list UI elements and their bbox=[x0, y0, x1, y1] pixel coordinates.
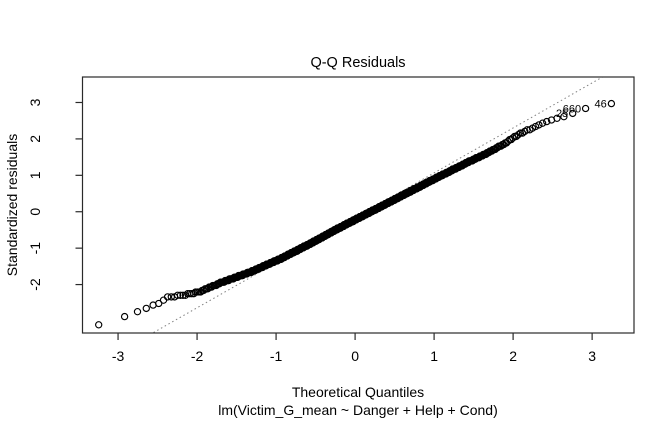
data-point bbox=[560, 113, 568, 121]
data-point bbox=[155, 299, 163, 308]
data-point bbox=[142, 304, 150, 313]
model-formula-subtitle: lm(Victim_G_mean ~ Danger + Help + Cond) bbox=[218, 402, 497, 418]
data-point bbox=[535, 121, 543, 129]
x-tick-label: 3 bbox=[588, 348, 596, 364]
data-point bbox=[179, 291, 187, 299]
data-point bbox=[163, 293, 172, 301]
outlier-label-46: 46 bbox=[595, 98, 607, 110]
data-point bbox=[159, 296, 168, 304]
data-point bbox=[176, 291, 185, 299]
y-axis: -2 -1 0 1 2 3 bbox=[27, 98, 83, 291]
y-tick-label: 1 bbox=[27, 171, 43, 179]
data-point bbox=[569, 109, 577, 118]
x-tick-label: -3 bbox=[112, 348, 125, 364]
y-tick-label: -2 bbox=[27, 278, 43, 291]
x-tick-label: 0 bbox=[351, 348, 359, 364]
y-tick-label: 2 bbox=[27, 135, 43, 143]
data-point bbox=[543, 117, 551, 126]
outlier-label-25: 25 bbox=[556, 108, 568, 120]
data-point bbox=[120, 312, 129, 321]
data-point bbox=[607, 99, 616, 108]
y-tick-label: 3 bbox=[27, 98, 43, 106]
data-point bbox=[509, 134, 517, 142]
x-axis-title: Theoretical Quantiles bbox=[292, 384, 424, 400]
scatter-points bbox=[95, 99, 616, 329]
x-axis: -3 -2 -1 0 1 2 3 bbox=[112, 333, 596, 364]
data-point bbox=[133, 308, 142, 316]
data-point bbox=[173, 291, 182, 299]
data-point bbox=[581, 104, 590, 113]
x-tick-label: 2 bbox=[509, 348, 517, 364]
plot-box-border bbox=[81, 76, 635, 334]
outlier-label-660: 660 bbox=[563, 103, 581, 115]
data-point bbox=[95, 321, 103, 329]
y-tick-label: -1 bbox=[27, 242, 43, 255]
data-point bbox=[516, 129, 525, 137]
plot-title: Q-Q Residuals bbox=[310, 55, 405, 71]
data-point bbox=[538, 119, 547, 127]
x-tick-label: -1 bbox=[270, 348, 283, 364]
x-tick-label: -2 bbox=[191, 348, 204, 364]
y-axis-title: Standardized residuals bbox=[4, 134, 20, 276]
data-point bbox=[514, 131, 522, 139]
data-point bbox=[553, 114, 561, 122]
y-tick-label: 0 bbox=[27, 208, 43, 216]
x-tick-label: 1 bbox=[430, 348, 438, 364]
